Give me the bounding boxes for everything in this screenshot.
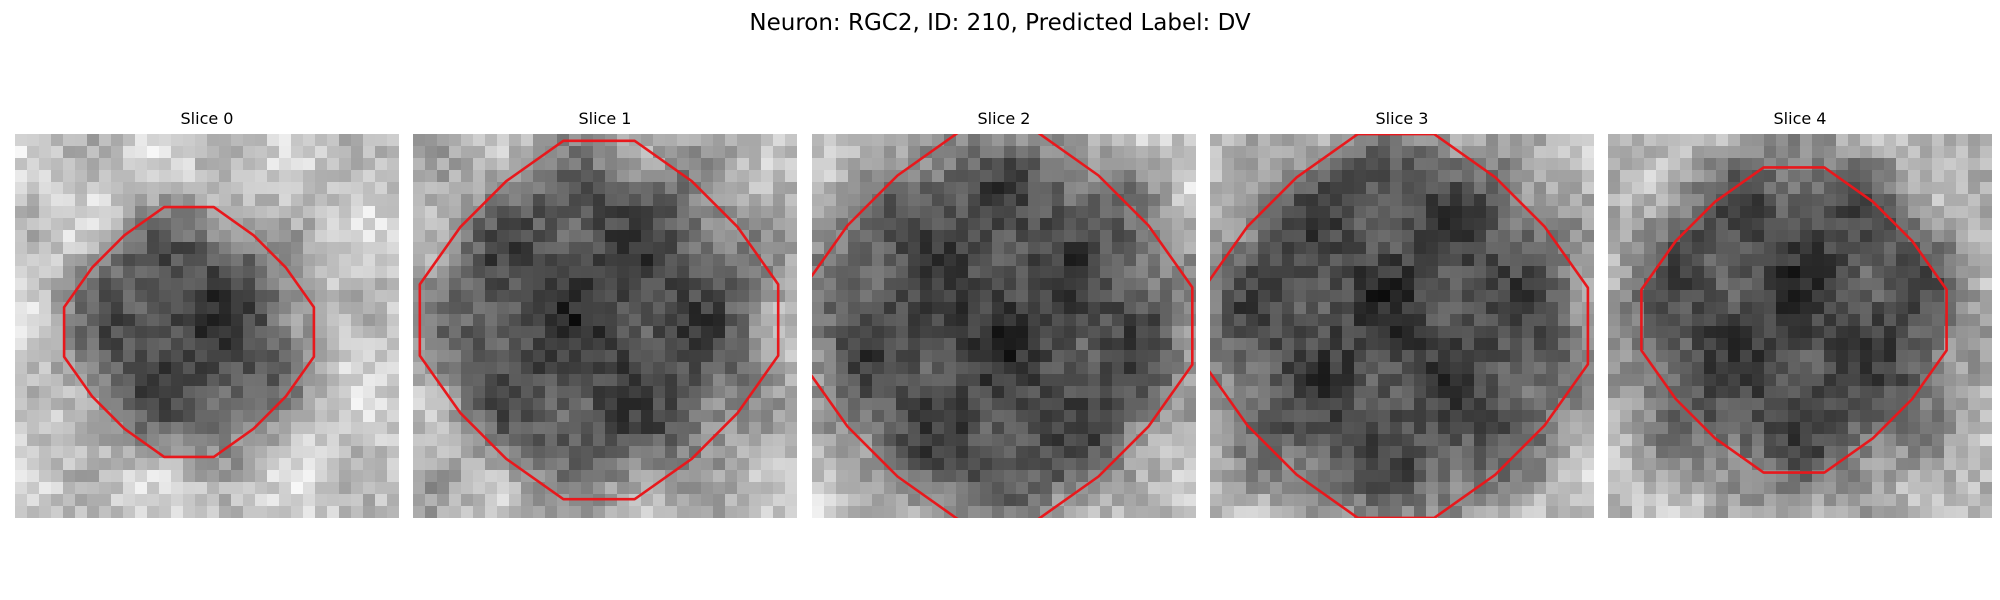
slice-image	[15, 134, 399, 518]
slice-panel-4: Slice 4	[1608, 108, 1992, 520]
slice-title: Slice 4	[1608, 108, 1992, 130]
slice-image	[1210, 134, 1594, 518]
slice-title: Slice 2	[812, 108, 1196, 130]
slice-panel-1: Slice 1	[413, 108, 797, 520]
slice-panel-3: Slice 3	[1210, 108, 1594, 520]
slice-image	[1608, 134, 1992, 518]
slice-title: Slice 1	[413, 108, 797, 130]
slice-image	[812, 134, 1196, 518]
slice-image	[413, 134, 797, 518]
figure-title: Neuron: RGC2, ID: 210, Predicted Label: …	[0, 6, 2000, 40]
slice-panel-0: Slice 0	[15, 108, 399, 520]
slice-title: Slice 0	[15, 108, 399, 130]
slice-panel-2: Slice 2	[812, 108, 1196, 520]
slice-title: Slice 3	[1210, 108, 1594, 130]
